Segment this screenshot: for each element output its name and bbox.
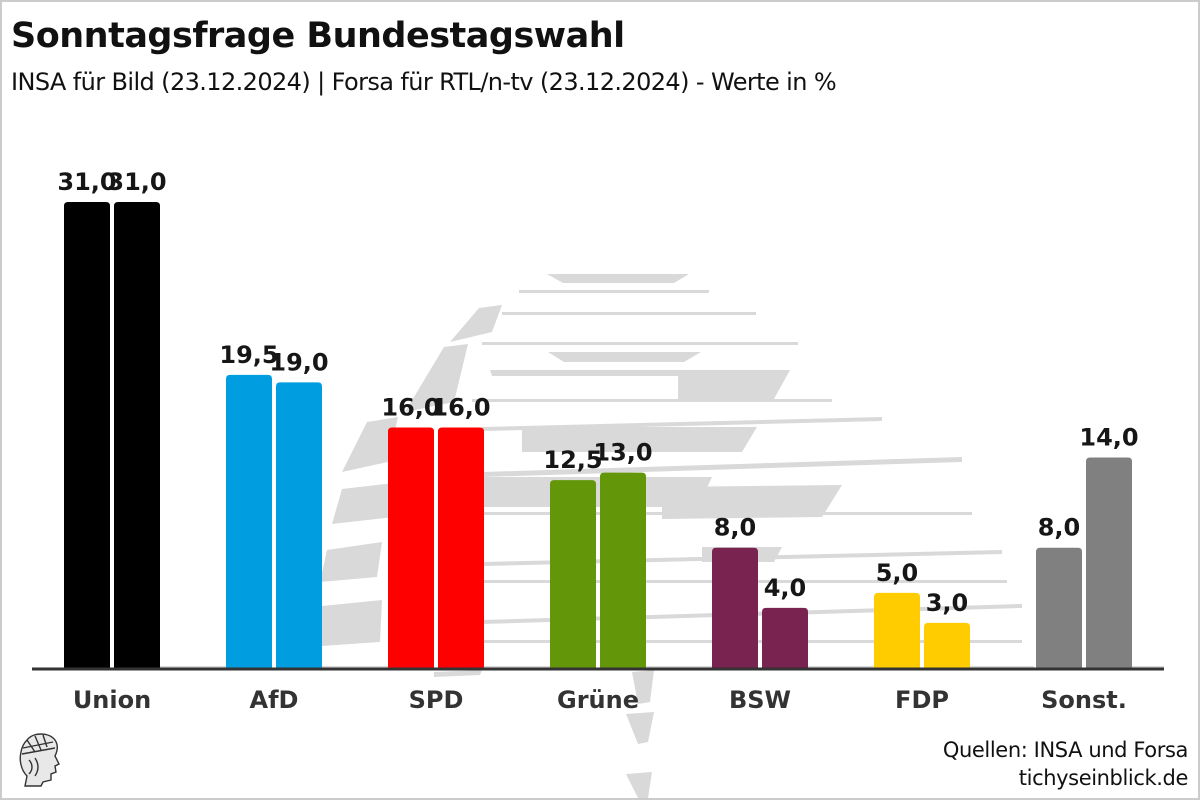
value-label: 31,0 (107, 168, 166, 196)
category-labels: Union AfD SPD Grüne BSW FDP Sonst. (73, 686, 1127, 714)
value-label: 13,0 (593, 439, 652, 467)
dome-band (482, 477, 712, 507)
value-label: 12,5 (543, 446, 602, 474)
value-label: 16,0 (381, 393, 440, 421)
site-url: tichyseinblick.de (1018, 766, 1189, 790)
category-label: SPD (409, 686, 464, 714)
bar-grne-forsa (600, 472, 646, 668)
dome-band (490, 370, 790, 399)
dome-band (632, 670, 654, 704)
dome-band (472, 399, 832, 402)
bar-sonst-forsa (1086, 457, 1132, 668)
category-label: Grüne (557, 686, 639, 714)
bar-grne-insa (550, 480, 596, 668)
dome-band (519, 290, 709, 293)
dome-band (522, 427, 757, 452)
dome-band (307, 600, 382, 647)
category-label: FDP (895, 686, 949, 714)
dome-band (320, 542, 382, 582)
dome-band (482, 457, 962, 477)
bar-union-insa (64, 202, 110, 668)
bar-spd-insa (388, 427, 434, 668)
dome-band (405, 344, 468, 412)
dome-band (434, 670, 482, 677)
bar-spd-forsa (438, 427, 484, 668)
dome-band (626, 712, 654, 744)
value-label: 8,0 (714, 514, 757, 542)
dome-band (342, 417, 398, 472)
bar-union-forsa (114, 202, 160, 668)
dome-band (626, 772, 652, 798)
dome-band (502, 312, 756, 315)
source-line: Quellen: INSA und Forsa (942, 738, 1189, 762)
category-label: Sonst. (1041, 686, 1127, 714)
category-label: BSW (729, 686, 791, 714)
bar-fdp-forsa (924, 622, 970, 668)
value-labels: 31,031,0 19,519,0 16,016,0 12,513,0 8,0 4,0 5,… (57, 168, 1138, 617)
value-label: 3,0 (926, 589, 969, 617)
value-label: 31,0 (57, 168, 116, 196)
bar-group (64, 202, 1132, 668)
value-label: 8,0 (1038, 514, 1081, 542)
dome-band (548, 352, 701, 362)
value-label: 5,0 (876, 559, 919, 587)
value-label: 16,0 (431, 393, 490, 421)
value-label: 4,0 (764, 574, 807, 602)
category-label: Union (73, 686, 151, 714)
bar-afd-insa (226, 374, 272, 668)
value-label: 14,0 (1079, 424, 1138, 452)
bar-afd-forsa (276, 382, 322, 668)
dome-band (482, 342, 798, 345)
dome-band (482, 417, 882, 431)
category-label: AfD (250, 686, 299, 714)
value-label: 19,0 (269, 348, 328, 376)
dome-band (332, 482, 402, 524)
chart-subtitle: INSA für Bild (23.12.2024) | Forsa für R… (11, 68, 837, 96)
dome-band (450, 305, 502, 342)
bar-sonst-insa (1036, 547, 1082, 668)
bar-bsw-insa (712, 547, 758, 668)
hermes-head-logo-icon (19, 733, 60, 787)
dome-band (482, 512, 972, 515)
chart-title: Sonntagsfrage Bundestagswahl (11, 16, 625, 56)
bar-fdp-insa (874, 592, 920, 668)
dome-band (662, 485, 842, 519)
source-attribution: Quellen: INSA und Forsa tichyseinblick.d… (942, 736, 1189, 792)
value-label: 19,5 (219, 341, 278, 369)
dome-band (547, 274, 689, 283)
bar-bsw-forsa (762, 607, 808, 668)
